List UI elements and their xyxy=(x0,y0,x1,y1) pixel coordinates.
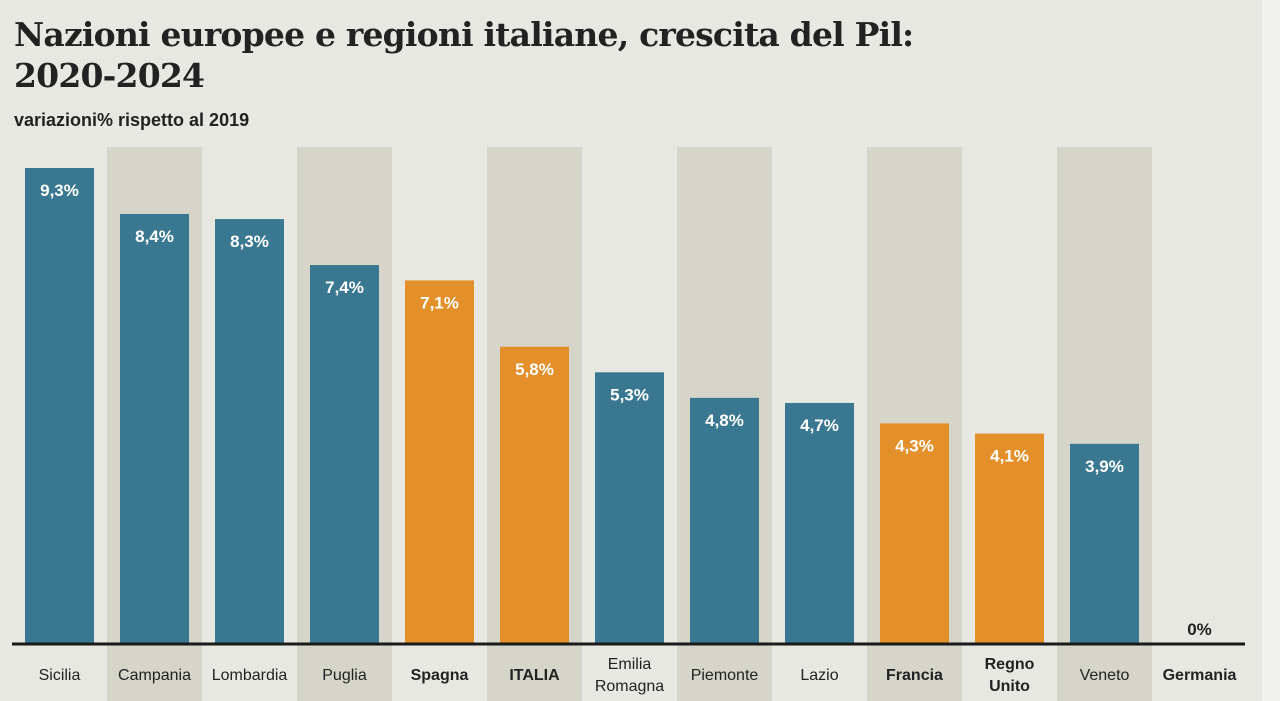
category-label: ITALIA xyxy=(509,667,560,684)
data-label: 3,9% xyxy=(1085,457,1124,476)
category-label: Unito xyxy=(989,678,1030,695)
category-label: Veneto xyxy=(1080,667,1130,684)
category-label: Regno xyxy=(985,656,1035,673)
bar xyxy=(1070,443,1139,643)
data-label: 4,1% xyxy=(990,447,1029,466)
data-label: 8,4% xyxy=(135,227,174,246)
bar xyxy=(120,213,189,643)
bar xyxy=(595,372,664,643)
category-label: Spagna xyxy=(411,667,469,684)
category-label: Germania xyxy=(1163,667,1237,684)
bar xyxy=(785,402,854,643)
data-label: 4,7% xyxy=(800,416,839,435)
data-label: 4,3% xyxy=(895,436,934,455)
data-label: 4,8% xyxy=(705,411,744,430)
bar xyxy=(690,397,759,643)
data-label: 8,3% xyxy=(230,232,269,251)
bar xyxy=(880,423,949,643)
data-label: 9,3% xyxy=(40,181,79,200)
data-label: 7,1% xyxy=(420,293,459,312)
bar xyxy=(310,265,379,643)
chart-subtitle: variazioni% rispetto al 2019 xyxy=(14,110,250,130)
category-label: Piemonte xyxy=(691,667,759,684)
title-line-2: 2020-2024 xyxy=(14,56,205,95)
title-line-1: Nazioni europee e regioni italiane, cres… xyxy=(14,15,914,54)
category-label: Lazio xyxy=(800,667,838,684)
bar xyxy=(25,168,94,643)
data-label: 7,4% xyxy=(325,278,364,297)
bar xyxy=(215,219,284,644)
category-label: Sicilia xyxy=(39,667,81,684)
bar xyxy=(500,346,569,643)
bar xyxy=(975,433,1044,643)
category-label: Puglia xyxy=(322,667,367,684)
data-label: 5,8% xyxy=(515,360,554,379)
category-label: Campania xyxy=(118,667,191,684)
category-label: Romagna xyxy=(595,678,664,695)
category-label: Emilia xyxy=(608,656,652,673)
data-label: 0% xyxy=(1187,620,1212,639)
data-label: 5,3% xyxy=(610,385,649,404)
chart-title: Nazioni europee e regioni italiane, cres… xyxy=(14,14,914,96)
bar xyxy=(405,280,474,643)
category-label: Francia xyxy=(886,667,943,684)
category-label: Lombardia xyxy=(212,667,288,684)
